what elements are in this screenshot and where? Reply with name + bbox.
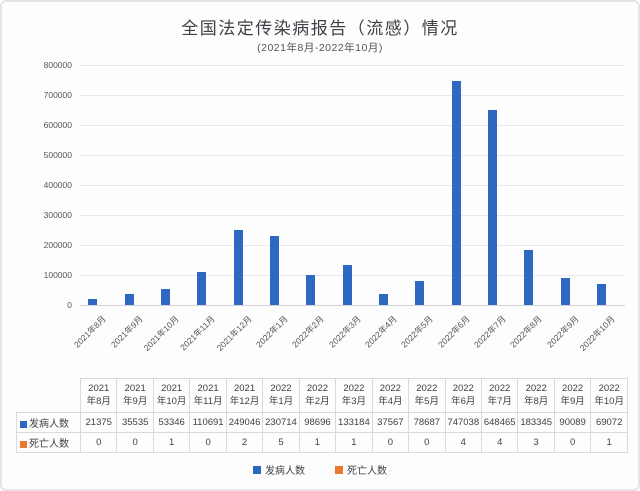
cases-bar [378, 293, 388, 305]
table-column-header: 2022 年4月 [371, 378, 410, 413]
cases-bar [233, 230, 243, 305]
gridline [80, 125, 625, 126]
gridline [80, 185, 625, 186]
table-column-header: 2021 年9月 [116, 378, 154, 413]
cases-bar [415, 281, 425, 305]
table-value-cell: 648465 [480, 411, 519, 433]
gridline [80, 215, 625, 216]
cases-row-swatch-icon [20, 420, 27, 428]
table-value-cell: 98696 [298, 411, 337, 433]
table-column-header: 2021 年11月 [189, 378, 227, 413]
y-axis-tick-label: 100000 [43, 270, 72, 280]
table-value-cell: 0 [553, 431, 592, 453]
cases-bar [306, 275, 316, 305]
table-column-header: 2022 年8月 [517, 378, 555, 413]
legend-item-cases: 发病人数 [253, 462, 305, 477]
cases-bar [197, 271, 207, 305]
table-row: 死亡人数 0 0 1 0 2 5 1 1 0 0 4 4 3 0 1 [16, 431, 628, 453]
table-value-cell: 249046 [225, 411, 264, 433]
table-value-cell: 0 [408, 431, 446, 453]
cases-bar [524, 249, 534, 305]
y-axis-tick-label: 600000 [43, 120, 72, 130]
table-value-cell: 21375 [79, 411, 118, 433]
gridline [80, 245, 625, 246]
gridline [80, 155, 625, 156]
chart-subtitle: (2021年8月-2022年10月) [257, 42, 383, 54]
gridline [80, 305, 625, 306]
y-axis-tick-label: 500000 [43, 150, 72, 160]
table-value-cell: 4 [444, 431, 482, 453]
table-value-cell: 35535 [116, 411, 154, 433]
table-column-header: 2022 年6月 [444, 378, 482, 413]
y-axis-tick-label: 300000 [43, 210, 72, 220]
table-row-label: 死亡人数 [16, 431, 81, 453]
table-value-cell: 133184 [335, 411, 373, 433]
table-column-header: 2022 年9月 [553, 378, 592, 413]
table-column-header: 2022 年2月 [298, 378, 337, 413]
chart-title: 全国法定传染病报告（流感）情况 [181, 19, 459, 38]
legend-label-cases: 发病人数 [265, 466, 305, 477]
chart-legend: 发病人数 死亡人数 [2, 462, 638, 477]
table-value-cell: 90089 [553, 411, 592, 433]
table-column-header: 2022 年10月 [590, 378, 628, 413]
table-value-cell: 1 [590, 431, 628, 453]
table-row: 发病人数 21375 35535 53346 110691 249046 230714 986… [16, 411, 628, 433]
cases-legend-swatch-icon [253, 465, 261, 474]
table-column-header: 2022 年7月 [480, 378, 519, 413]
table-value-cell: 1 [335, 431, 373, 453]
table-value-cell: 1 [152, 431, 191, 453]
table-value-cell: 0 [116, 431, 154, 453]
table-value-cell: 69072 [590, 411, 628, 433]
table-column-header: 2021 年12月 [225, 378, 264, 413]
cases-bar [160, 288, 170, 305]
y-axis-tick-label: 400000 [43, 180, 72, 190]
deaths-legend-swatch-icon [335, 465, 343, 474]
y-axis-tick-label: 200000 [43, 240, 72, 250]
table-column-header: 2022 年1月 [262, 378, 300, 413]
cases-bar [596, 284, 606, 305]
table-column-header: 2021 年10月 [152, 378, 191, 413]
table-value-cell: 53346 [152, 411, 191, 433]
cases-bar [451, 80, 461, 305]
table-value-cell: 1 [298, 431, 337, 453]
table-value-cell: 747038 [444, 411, 482, 433]
table-value-cell: 2 [225, 431, 264, 453]
cases-bar [88, 298, 98, 305]
y-axis-tick-label: 0 [67, 300, 72, 310]
table-row-label: 发病人数 [16, 411, 81, 433]
table-value-cell: 5 [262, 431, 300, 453]
deaths-row-swatch-icon [20, 440, 27, 448]
table-column-header: 2022 年5月 [408, 378, 446, 413]
table-value-cell: 78687 [408, 411, 446, 433]
gridline [80, 95, 625, 96]
cases-bar [269, 235, 279, 305]
gridline [80, 65, 625, 66]
table-corner-cell [17, 379, 81, 413]
cases-bar [487, 110, 497, 305]
gridline [80, 275, 625, 276]
table-value-cell: 3 [517, 431, 555, 453]
table-value-cell: 183345 [517, 411, 555, 433]
table-value-cell: 0 [371, 431, 410, 453]
cases-bar [342, 265, 352, 305]
legend-label-deaths: 死亡人数 [347, 466, 387, 477]
table-value-cell: 230714 [262, 411, 300, 433]
legend-item-deaths: 死亡人数 [335, 462, 387, 477]
y-axis-tick-label: 700000 [43, 90, 72, 100]
table-value-cell: 110691 [189, 411, 227, 433]
cases-bar [124, 294, 134, 305]
table-value-cell: 4 [480, 431, 519, 453]
y-axis-tick-label: 800000 [43, 60, 72, 70]
data-table: 2021 年8月 2021 年9月 2021 年10月 2021 年11月 2021 年12月 20… [16, 378, 628, 453]
table-column-header: 2022 年3月 [335, 378, 373, 413]
table-column-header: 2021 年8月 [79, 378, 118, 413]
table-value-cell: 0 [79, 431, 118, 453]
cases-bar [560, 277, 570, 305]
table-value-cell: 0 [189, 431, 227, 453]
table-value-cell: 37567 [371, 411, 410, 433]
